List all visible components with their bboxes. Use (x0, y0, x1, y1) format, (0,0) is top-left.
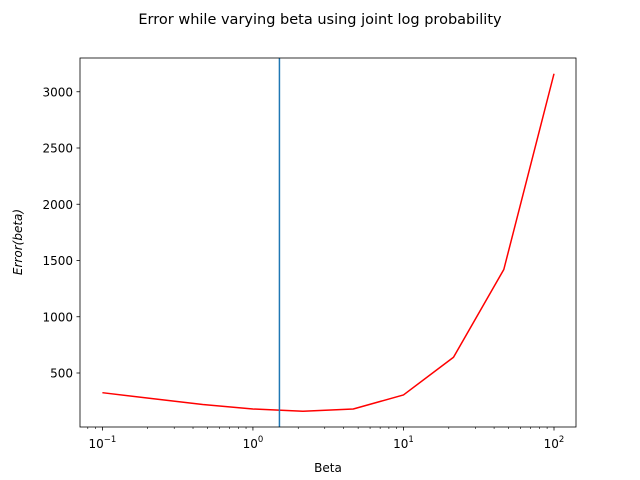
chart-title: Error while varying beta using joint log… (138, 12, 502, 28)
y-tick-label: 3000 (42, 85, 73, 99)
plot-area: 500 1000 1500 2000 2500 3000 10−1 100 101 102 (42, 57, 577, 451)
y-tick-label: 2000 (42, 198, 73, 212)
y-tick-label: 2500 (42, 142, 73, 156)
y-tick-label: 500 (50, 367, 73, 381)
y-tick-label: 1000 (42, 310, 73, 324)
x-tick-label: 100 (243, 435, 264, 451)
x-tick-label: 101 (393, 435, 414, 451)
x-axis-label: Beta (314, 461, 342, 475)
axes-frame (79, 57, 577, 428)
x-tick-label: 102 (544, 435, 565, 451)
series-line-0 (102, 73, 555, 412)
y-tick-label: 1500 (42, 254, 73, 268)
y-axis-label: Error(beta) (11, 209, 25, 275)
x-tick-label: 10−1 (88, 435, 116, 451)
